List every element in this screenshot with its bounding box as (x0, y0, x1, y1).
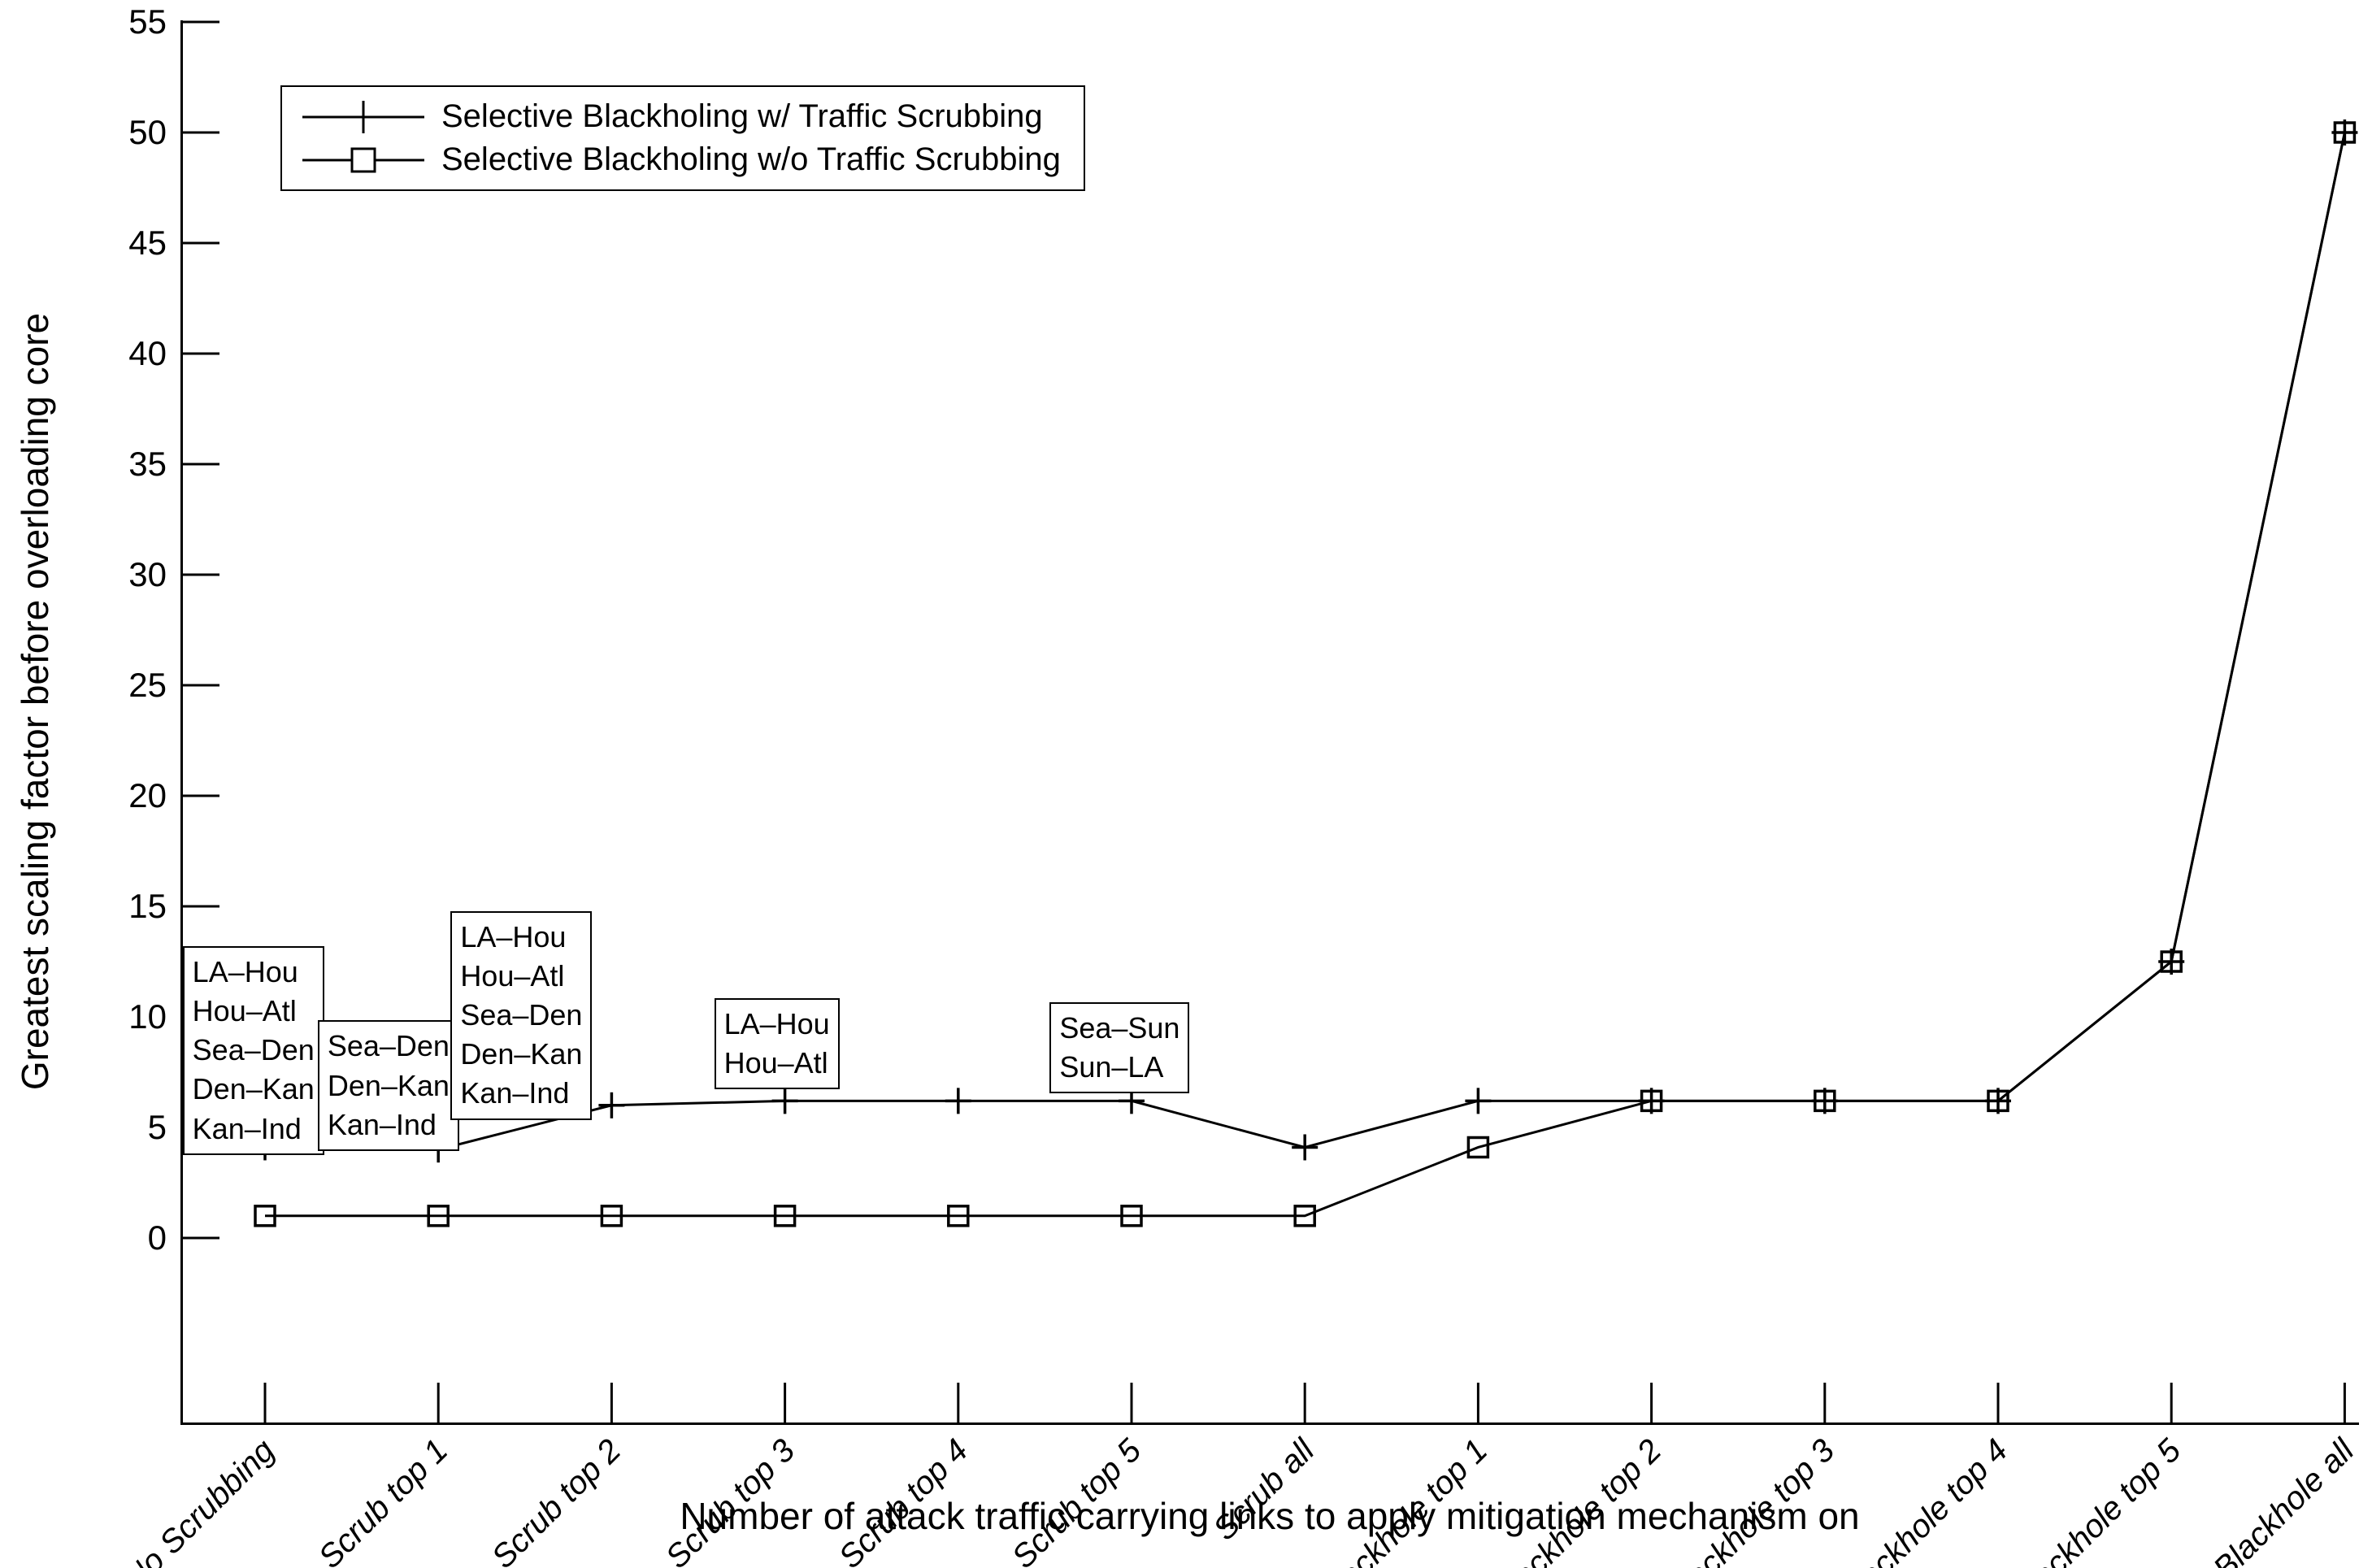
annotation-line: Den–Kan (192, 1072, 315, 1106)
annotation-line: LA–Hou (723, 1006, 830, 1040)
annotation-box: LA–Hou Hou–Atl Sea–Den Den–Kan Kan–Ind (450, 910, 593, 1120)
y-tick-label: 25 (128, 666, 167, 704)
annotation-line: Hou–Atl (192, 993, 297, 1027)
annotation-box: LA–Hou Hou–Atl (714, 997, 840, 1090)
legend-label-with-scrubbing: Selective Blackholing w/ Traffic Scrubbi… (441, 98, 1043, 134)
annotation-line: LA–Hou (460, 919, 567, 953)
annotation-line: Den–Kan (460, 1037, 583, 1071)
square-marker (1987, 1089, 2009, 1113)
y-tick-label: 30 (128, 555, 167, 593)
annotation-line: Hou–Atl (460, 958, 565, 992)
square-marker (1814, 1089, 1836, 1113)
square-marker (773, 1205, 797, 1227)
square-marker (1466, 1136, 1490, 1159)
square-marker (2333, 121, 2357, 144)
y-tick-label: 0 (147, 1218, 167, 1257)
square-marker (427, 1205, 450, 1227)
legend-label-without-scrubbing: Selective Blackholing w/o Traffic Scrubb… (441, 141, 1061, 177)
annotation-line: Sea–Den (192, 1033, 315, 1067)
legend: Selective Blackholing w/ Traffic Scrubbi… (280, 85, 1085, 191)
annotation-line: Sea–Den (327, 1029, 450, 1063)
y-tick-label: 35 (128, 445, 167, 483)
square-marker (1120, 1205, 1143, 1227)
square-marker (254, 1205, 276, 1227)
annotation-box: LA–Hou Hou–Atl Sea–Den Den–Kan Kan–Ind (182, 945, 324, 1155)
y-tick-label: 55 (128, 2, 167, 41)
annotation-box: Sea–Sun Sun–LA (1049, 1001, 1190, 1094)
square-marker (600, 1205, 623, 1227)
y-tick-label: 5 (147, 1108, 167, 1146)
plot-area: Selective Blackholing w/ Traffic Scrubbi… (180, 20, 2359, 1425)
plus-marker-line-icon (302, 100, 424, 133)
y-tick-label: 50 (128, 113, 167, 151)
y-tick-label: 40 (128, 334, 167, 372)
annotation-line: Sea–Den (460, 998, 583, 1032)
chart-canvas (180, 20, 2359, 1425)
y-tick-label: 20 (128, 776, 167, 814)
y-tick-label: 15 (128, 887, 167, 925)
square-marker (2160, 950, 2183, 973)
square-marker-line-icon (302, 147, 424, 172)
y-tick-label: 10 (128, 997, 167, 1036)
legend-entry-without-scrubbing: Selective Blackholing w/o Traffic Scrubb… (298, 141, 1061, 178)
y-tick-label: 45 (128, 224, 167, 262)
annotation-line: Hou–Atl (723, 1045, 828, 1079)
square-marker (1640, 1089, 1663, 1113)
annotation-line: Sun–LA (1059, 1050, 1164, 1084)
annotation-line: Kan–Ind (192, 1111, 302, 1145)
square-marker (947, 1205, 970, 1227)
annotation-line: Kan–Ind (460, 1076, 570, 1110)
annotation-line: Kan–Ind (327, 1107, 437, 1141)
annotation-line: Den–Kan (327, 1068, 450, 1102)
annotation-line: LA–Hou (192, 954, 298, 988)
annotation-box: Sea–Den Den–Kan Kan–Ind (317, 1020, 459, 1152)
square-marker (1293, 1205, 1316, 1227)
legend-entry-with-scrubbing: Selective Blackholing w/ Traffic Scrubbi… (298, 98, 1061, 135)
annotation-line: Sea–Sun (1059, 1010, 1180, 1045)
x-axis-label: Number of attack traffic carrying links … (680, 1495, 1860, 1537)
